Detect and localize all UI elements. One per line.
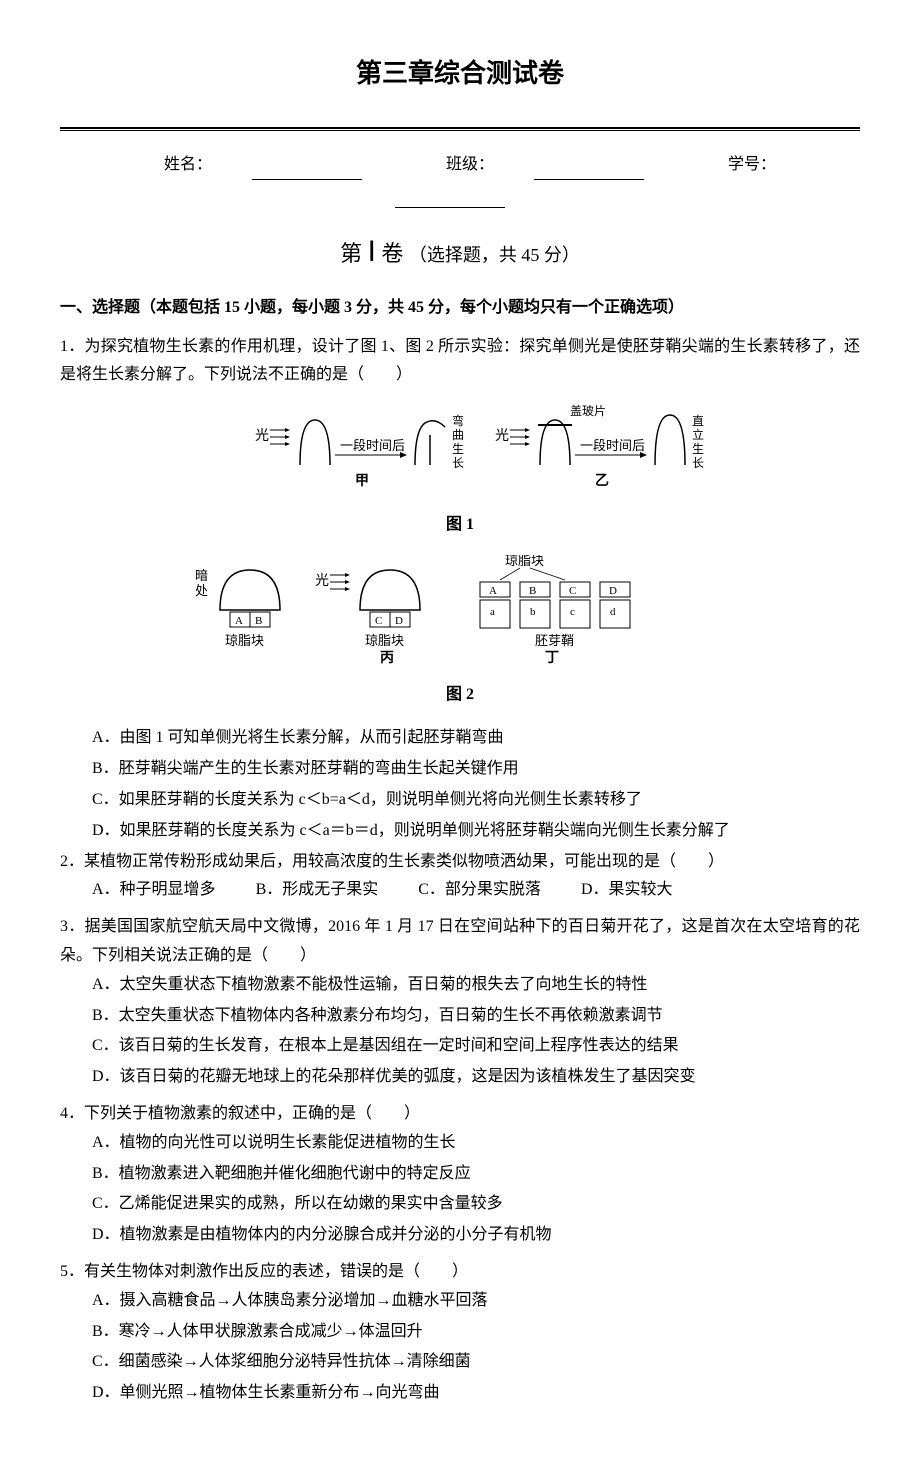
- id-label: 学号：: [728, 156, 776, 173]
- q5-options: A．摄入高糖食品→人体胰岛素分泌增加→血糖水平回落 B．寒冷→人体甲状腺激素合成…: [60, 1287, 860, 1408]
- q3-text: 3．据美国国家航空航天局中文微博，2016 年 1 月 17 日在空间站种下的百…: [60, 913, 860, 971]
- q3-option-d: D．该百日菊的花瓣无地球上的花朵那样优美的弧度，这是因为该植株发生了基因突变: [92, 1063, 860, 1092]
- svg-text:处: 处: [195, 583, 208, 598]
- question-2: 2．某植物正常传粉形成幼果后，用较高浓度的生长素类似物喷洒幼果，可能出现的是（ …: [60, 848, 860, 906]
- svg-text:盖玻片: 盖玻片: [570, 405, 606, 418]
- svg-text:光: 光: [315, 573, 329, 589]
- svg-text:丁: 丁: [545, 651, 559, 665]
- q3-option-c: C．该百日菊的生长发育，在根本上是基因组在一定时间和空间上程序性表达的结果: [92, 1032, 860, 1061]
- q4-option-c: C．乙烯能促进果实的成熟，所以在幼嫩的果实中含量较多: [92, 1190, 860, 1219]
- svg-text:生: 生: [692, 442, 704, 456]
- svg-text:胚芽鞘: 胚芽鞘: [535, 633, 574, 648]
- q5-text: 5．有关生物体对刺激作出反应的表述，错误的是（ ）: [60, 1258, 860, 1287]
- svg-text:c: c: [570, 606, 575, 618]
- svg-text:生: 生: [452, 442, 464, 456]
- svg-text:d: d: [610, 606, 616, 618]
- svg-text:长: 长: [452, 456, 464, 470]
- q5-option-a: A．摄入高糖食品→人体胰岛素分泌增加→血糖水平回落: [92, 1287, 860, 1316]
- svg-text:C: C: [569, 585, 576, 597]
- svg-text:A: A: [235, 615, 243, 627]
- svg-text:b: b: [530, 606, 536, 618]
- q2-option-b: B．形成无子果实: [256, 876, 379, 905]
- q1-options: A．由图 1 可知单侧光将生长素分解，从而引起胚芽鞘弯曲 B．胚芽鞘尖端产生的生…: [60, 724, 860, 845]
- q2-option-d: D．果实较大: [581, 876, 673, 905]
- title-divider: [60, 127, 860, 131]
- document-title: 第三章综合测试卷: [60, 50, 860, 97]
- question-5: 5．有关生物体对刺激作出反应的表述，错误的是（ ） A．摄入高糖食品→人体胰岛素…: [60, 1258, 860, 1408]
- question-1: 1．为探究植物生长素的作用机理，设计了图 1、图 2 所示实验：探究单侧光是使胚…: [60, 333, 860, 391]
- q4-option-b: B．植物激素进入靶细胞并催化细胞代谢中的特定反应: [92, 1160, 860, 1189]
- q3-option-b: B．太空失重状态下植物体内各种激素分布均匀，百日菊的生长不再依赖激素调节: [92, 1002, 860, 1031]
- student-info: 姓名： 班级： 学号：: [60, 151, 860, 209]
- q1-option-d: D．如果胚芽鞘的长度关系为 c＜a＝b＝d，则说明单侧光将胚芽鞘尖端向光侧生长素…: [92, 817, 860, 846]
- svg-text:乙: 乙: [595, 473, 609, 489]
- q4-text: 4．下列关于植物激素的叙述中，正确的是（ ）: [60, 1100, 860, 1129]
- svg-text:直: 直: [692, 414, 704, 428]
- question-3: 3．据美国国家航空航天局中文微博，2016 年 1 月 17 日在空间站种下的百…: [60, 913, 860, 1092]
- q2-options: A．种子明显增多 B．形成无子果实 C．部分果实脱落 D．果实较大: [60, 876, 860, 905]
- q2-text: 2．某植物正常传粉形成幼果后，用较高浓度的生长素类似物喷洒幼果，可能出现的是（ …: [60, 848, 860, 877]
- class-label: 班级：: [446, 156, 494, 173]
- q2-option-c: C．部分果实脱落: [418, 876, 541, 905]
- figure-2-label: 图 2: [60, 681, 860, 710]
- q4-options: A．植物的向光性可以说明生长素能促进植物的生长 B．植物激素进入靶细胞并催化细胞…: [60, 1129, 860, 1250]
- svg-text:a: a: [490, 606, 495, 618]
- svg-text:B: B: [255, 615, 262, 627]
- q3-option-a: A．太空失重状态下植物激素不能极性运输，百日菊的根失去了向地生长的特性: [92, 971, 860, 1000]
- svg-text:D: D: [395, 615, 403, 627]
- svg-text:立: 立: [692, 427, 704, 442]
- section-subtitle: （选择题，共 45 分）: [409, 245, 580, 265]
- section-prefix: 第: [340, 241, 362, 266]
- svg-text:A: A: [489, 585, 497, 597]
- svg-text:暗: 暗: [195, 568, 208, 583]
- svg-text:一段时间后: 一段时间后: [340, 438, 405, 453]
- q1-option-c: C．如果胚芽鞘的长度关系为 c＜b=a＜d，则说明单侧光将向光侧生长素转移了: [92, 786, 860, 815]
- q4-option-d: D．植物激素是由植物体内的内分泌腺合成并分泌的小分子有机物: [92, 1221, 860, 1250]
- figure-2-container: 暗 处 A B 琼脂块 光 C D 琼脂块 丙 琼脂块 A B C D: [60, 555, 860, 710]
- q2-option-a: A．种子明显增多: [92, 876, 216, 905]
- svg-text:长: 长: [692, 456, 704, 470]
- q5-option-b: B．寒冷→人体甲状腺激素合成减少→体温回升: [92, 1318, 860, 1347]
- q4-option-a: A．植物的向光性可以说明生长素能促进植物的生长: [92, 1129, 860, 1158]
- id-blank[interactable]: [395, 188, 505, 208]
- svg-text:一段时间后: 一段时间后: [580, 438, 645, 453]
- svg-text:D: D: [609, 585, 617, 597]
- svg-text:琼脂块: 琼脂块: [505, 555, 544, 568]
- figure-1-label: 图 1: [60, 511, 860, 540]
- svg-text:弯: 弯: [452, 413, 464, 428]
- name-label: 姓名：: [164, 156, 212, 173]
- q5-option-d: D．单侧光照→植物体生长素重新分布→向光弯曲: [92, 1379, 860, 1408]
- section-title: 第 Ⅰ 卷 （选择题，共 45 分）: [60, 228, 860, 278]
- question-4: 4．下列关于植物激素的叙述中，正确的是（ ） A．植物的向光性可以说明生长素能促…: [60, 1100, 860, 1250]
- svg-text:琼脂块: 琼脂块: [225, 633, 264, 648]
- svg-text:曲: 曲: [452, 428, 464, 442]
- svg-text:B: B: [529, 585, 536, 597]
- figure-2-svg: 暗 处 A B 琼脂块 光 C D 琼脂块 丙 琼脂块 A B C D: [180, 555, 740, 665]
- figure-1-svg: 光 一段时间后 甲 弯 曲 生 长 光 盖玻片 一段时间后 乙 直 立 生: [210, 405, 710, 495]
- q3-options: A．太空失重状态下植物激素不能极性运输，百日菊的根失去了向地生长的特性 B．太空…: [60, 971, 860, 1092]
- class-blank[interactable]: [534, 160, 644, 180]
- figure-1-container: 光 一段时间后 甲 弯 曲 生 长 光 盖玻片 一段时间后 乙 直 立 生: [60, 405, 860, 540]
- svg-text:C: C: [375, 615, 382, 627]
- section-suffix: 卷: [381, 241, 403, 266]
- svg-text:光: 光: [495, 428, 509, 444]
- q5-option-c: C．细菌感染→人体浆细胞分泌特异性抗体→清除细菌: [92, 1348, 860, 1377]
- svg-text:光: 光: [255, 428, 269, 444]
- q1-option-a: A．由图 1 可知单侧光将生长素分解，从而引起胚芽鞘弯曲: [92, 724, 860, 753]
- q1-option-b: B．胚芽鞘尖端产生的生长素对胚芽鞘的弯曲生长起关键作用: [92, 755, 860, 784]
- section-instructions: 一、选择题（本题包括 15 小题，每小题 3 分，共 45 分，每个小题均只有一…: [60, 294, 860, 323]
- section-roman: Ⅰ: [368, 237, 376, 268]
- svg-text:甲: 甲: [355, 473, 369, 489]
- name-blank[interactable]: [252, 160, 362, 180]
- svg-text:琼脂块: 琼脂块: [365, 633, 404, 648]
- q1-text: 1．为探究植物生长素的作用机理，设计了图 1、图 2 所示实验：探究单侧光是使胚…: [60, 333, 860, 391]
- svg-text:丙: 丙: [380, 650, 394, 665]
